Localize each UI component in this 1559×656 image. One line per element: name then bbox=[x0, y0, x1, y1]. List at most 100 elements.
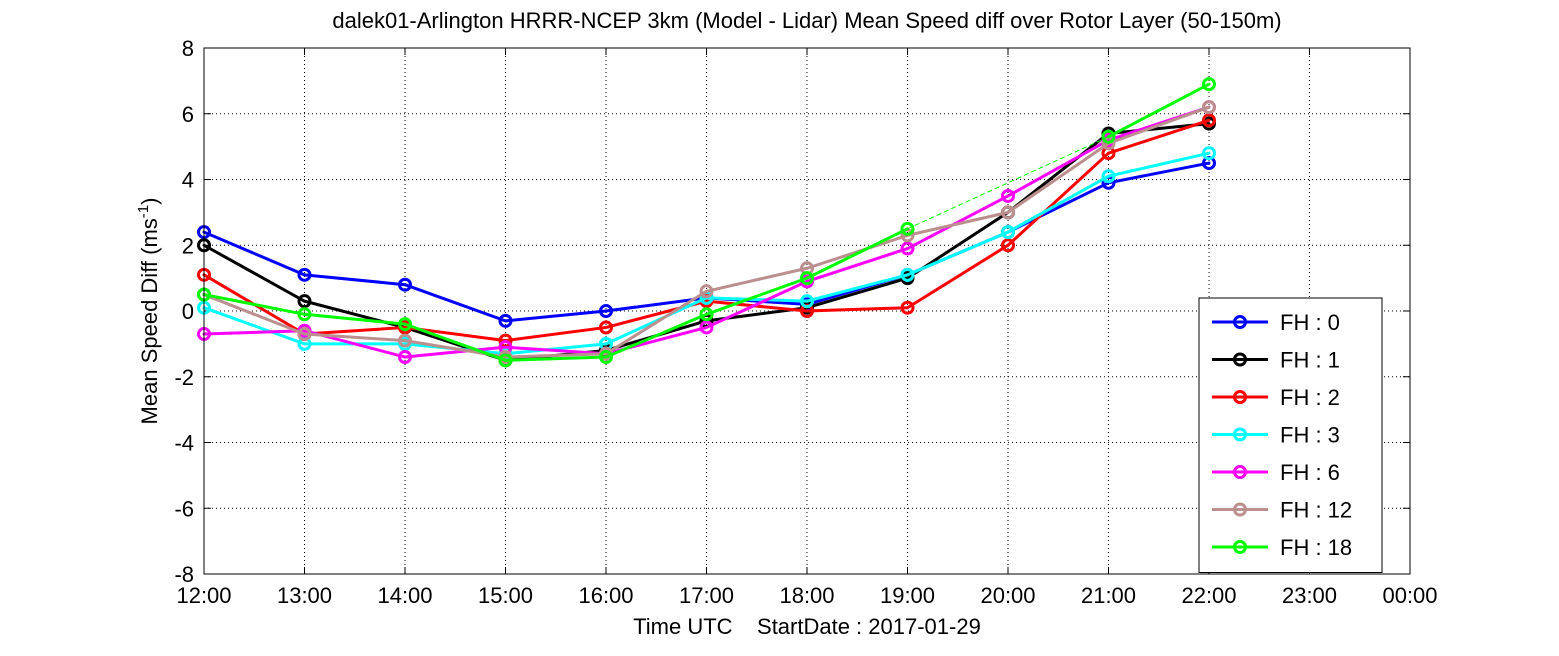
series-point bbox=[599, 304, 613, 318]
series-line-segment bbox=[1006, 141, 1110, 214]
series-point bbox=[900, 300, 915, 315]
series-line-segment bbox=[705, 296, 809, 303]
y-axis-label-main: Mean Speed Diff (ms bbox=[137, 218, 162, 424]
series-point bbox=[297, 327, 312, 342]
legend-marker bbox=[1233, 352, 1247, 367]
legend-marker bbox=[1233, 540, 1247, 554]
series-point bbox=[1101, 129, 1116, 144]
series-6 bbox=[197, 100, 1216, 365]
x-tick-label: 23:00 bbox=[1282, 583, 1337, 608]
y-axis-label-end: ) bbox=[137, 198, 162, 205]
series-line-segment bbox=[805, 227, 909, 280]
legend-entry: FH : 12 bbox=[1212, 498, 1352, 523]
series-line-segment bbox=[705, 276, 809, 316]
series-line-segment bbox=[202, 293, 306, 336]
legend-entry: FH : 6 bbox=[1212, 460, 1340, 485]
series-point bbox=[398, 277, 412, 292]
x-tick-label: 22:00 bbox=[1181, 583, 1236, 608]
legend-label: FH : 6 bbox=[1280, 460, 1340, 485]
series-point bbox=[599, 350, 613, 365]
series-line-segment bbox=[906, 243, 1010, 310]
series-line-segment bbox=[303, 312, 407, 326]
series-line-segment bbox=[604, 289, 708, 356]
legend: FH : 0 FH : 1 FH : 2 FH : 3 FH : 6 FH : 12 FH … bbox=[1198, 297, 1383, 573]
y-tick-label: 2 bbox=[182, 233, 194, 258]
series-point bbox=[1202, 77, 1216, 92]
series-line-segment bbox=[805, 276, 909, 310]
y-tick-label: 0 bbox=[182, 299, 194, 324]
series-point bbox=[900, 241, 915, 256]
series-line-segment bbox=[504, 352, 608, 359]
series-line-segment bbox=[1107, 105, 1211, 145]
series-point bbox=[297, 294, 312, 309]
x-tick-label: 20:00 bbox=[980, 583, 1035, 608]
series-line-segment bbox=[1107, 151, 1211, 178]
x-tick-label: 13:00 bbox=[277, 583, 332, 608]
x-tick-label: 00:00 bbox=[1382, 583, 1437, 608]
legend-label: FH : 0 bbox=[1280, 310, 1340, 335]
series-point bbox=[699, 320, 714, 335]
series-point bbox=[1202, 113, 1216, 128]
series-point bbox=[297, 307, 312, 322]
y-tick-label: -4 bbox=[174, 431, 194, 456]
series-point bbox=[699, 307, 714, 322]
series-point bbox=[498, 313, 513, 328]
x-tick-label: 14:00 bbox=[377, 583, 432, 608]
series-line-segment bbox=[705, 266, 809, 293]
series-point bbox=[398, 350, 412, 365]
series-point bbox=[297, 267, 312, 282]
series-line-segment bbox=[705, 279, 809, 329]
series-point bbox=[1001, 205, 1015, 220]
y-axis-label-sup: -1 bbox=[135, 205, 152, 218]
series-line-segment bbox=[906, 194, 1010, 251]
series-point bbox=[1101, 169, 1116, 184]
series-line-segment bbox=[303, 332, 407, 343]
series-point bbox=[1001, 238, 1015, 253]
series-line-segment bbox=[805, 273, 909, 303]
series-line-segment bbox=[202, 243, 306, 303]
legend-label: FH : 12 bbox=[1280, 498, 1352, 523]
series-point bbox=[1001, 225, 1015, 240]
y-axis-label: Mean Speed Diff (ms-1) bbox=[135, 198, 162, 425]
x-tick-label: 15:00 bbox=[478, 583, 533, 608]
x-tick-label: 21:00 bbox=[1081, 583, 1136, 608]
legend-entry: FH : 3 bbox=[1212, 423, 1340, 448]
series-line-segment bbox=[906, 230, 1010, 277]
series-point bbox=[1202, 146, 1216, 161]
series-line-segment bbox=[403, 345, 507, 359]
y-tick-label: -2 bbox=[174, 365, 194, 390]
series-line-segment bbox=[504, 345, 608, 356]
series-line-segment bbox=[906, 210, 1010, 237]
x-tick-label: 19:00 bbox=[880, 583, 935, 608]
series-7 bbox=[197, 77, 1216, 368]
series-line-segment bbox=[303, 325, 407, 336]
series-point bbox=[900, 267, 915, 282]
legend-entry: FH : 18 bbox=[1212, 535, 1352, 560]
series-line-segment bbox=[1107, 118, 1211, 155]
series-line-segment bbox=[403, 283, 507, 323]
legend-marker bbox=[1233, 465, 1247, 479]
series-line-segment bbox=[1107, 82, 1211, 139]
series-line-segment bbox=[202, 293, 306, 316]
series-point bbox=[398, 333, 412, 348]
series-point bbox=[498, 353, 513, 368]
series-line-segment bbox=[1006, 174, 1110, 234]
chart-title: dalek01-Arlington HRRR-NCEP 3km (Model -… bbox=[332, 8, 1281, 33]
series-line-segment bbox=[1107, 161, 1211, 185]
legend-entry: FH : 0 bbox=[1212, 310, 1340, 335]
series-line-segment bbox=[504, 355, 608, 362]
series-line-segment bbox=[303, 273, 407, 287]
legend-label: FH : 18 bbox=[1280, 535, 1352, 560]
series-line-segment bbox=[805, 306, 909, 313]
legend-entry: FH : 2 bbox=[1212, 385, 1340, 410]
x-tick-label: 18:00 bbox=[779, 583, 834, 608]
legend-label: FH : 3 bbox=[1280, 423, 1340, 448]
y-tick-label: 8 bbox=[182, 36, 194, 61]
plot-frame bbox=[203, 47, 1411, 575]
legend-marker bbox=[1233, 427, 1247, 442]
series-line-segment bbox=[202, 329, 306, 336]
legend-marker bbox=[1233, 315, 1247, 329]
y-tick-label: -6 bbox=[174, 496, 194, 521]
series-line-segment bbox=[403, 322, 507, 362]
